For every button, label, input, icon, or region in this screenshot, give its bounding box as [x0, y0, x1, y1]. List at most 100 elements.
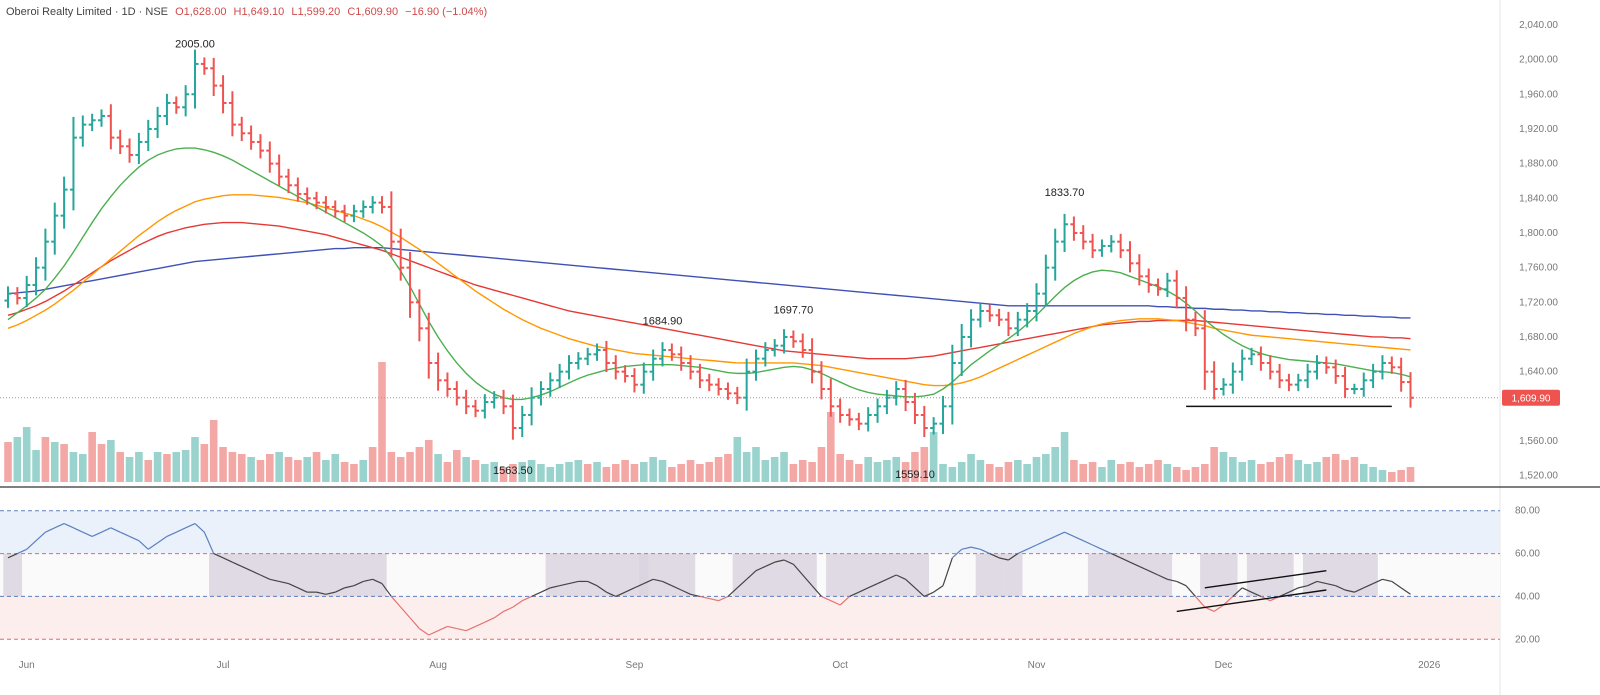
volume-bar	[181, 450, 190, 482]
price-bar	[79, 115, 87, 147]
volume-bar	[770, 457, 779, 482]
rsi-segment	[353, 580, 364, 587]
price-bar	[238, 116, 246, 142]
price-bar	[1397, 357, 1405, 392]
rsi-segment	[774, 559, 785, 563]
rsi-segment	[390, 596, 402, 608]
time-axis-label: Nov	[1028, 660, 1046, 671]
volume-bar	[985, 464, 994, 482]
price-bar	[1070, 216, 1078, 241]
rsi-segment	[746, 570, 757, 580]
rsi-segment	[624, 587, 635, 593]
time-axis-label: Jun	[19, 660, 35, 671]
volume-bar	[1079, 464, 1088, 482]
time-axis-label: Dec	[1215, 660, 1233, 671]
volume-bar	[97, 444, 106, 482]
volume-bar	[1088, 462, 1097, 482]
volume-bar	[855, 464, 863, 482]
rsi-segment	[203, 531, 215, 554]
volume-bar	[331, 454, 340, 482]
ohlc-change: −16.90 (−1.04%)	[405, 6, 488, 18]
rsi-segment	[1372, 578, 1383, 585]
volume-bar	[1070, 460, 1078, 482]
rsi-segment	[924, 591, 934, 597]
rsi-segment	[680, 589, 691, 595]
price-bar	[51, 202, 59, 255]
volume-bar	[41, 437, 50, 482]
price-bar	[883, 389, 891, 415]
rsi-segment	[858, 587, 869, 593]
rsi-segment	[316, 591, 327, 595]
price-bar	[1042, 254, 1050, 307]
price-bar	[350, 204, 358, 223]
volume-bar	[294, 460, 302, 482]
volume-bar	[527, 460, 536, 482]
rsi-segment	[1157, 574, 1168, 580]
price-bar	[1248, 347, 1256, 366]
volume-bar	[686, 460, 695, 482]
rsi-segment	[521, 595, 532, 602]
rsi-segment	[1111, 553, 1121, 559]
price-bar	[1154, 278, 1162, 296]
rsi-segment	[951, 548, 963, 559]
volume-bar	[163, 454, 171, 482]
price-bar	[228, 91, 236, 137]
rsi-segment	[606, 591, 617, 597]
volume-bar	[1350, 457, 1359, 482]
rsi-segment	[727, 587, 738, 597]
price-bar	[537, 381, 545, 406]
volume-bar	[789, 464, 798, 482]
price-bar	[1014, 311, 1022, 337]
rsi-segment	[839, 595, 850, 606]
price-bar	[116, 129, 124, 155]
price-bar	[649, 349, 657, 381]
price-bar	[827, 378, 835, 417]
price-bar	[846, 408, 853, 426]
volume-bar	[237, 454, 246, 482]
rsi-segment	[147, 542, 158, 550]
volume-bar	[724, 454, 732, 482]
price-bar	[1285, 373, 1293, 392]
rsi-segment	[970, 546, 981, 550]
price-bar	[472, 399, 479, 418]
rsi-segment	[1036, 540, 1047, 546]
price-bar	[789, 330, 797, 348]
volume-bar	[340, 462, 349, 482]
rsi-segment	[1054, 531, 1065, 537]
price-bar	[387, 191, 395, 258]
volume-bar	[920, 447, 929, 482]
volume-bar	[1201, 464, 1209, 482]
price-tick-label: 1,920.00	[1519, 124, 1558, 135]
volume-bar	[1378, 470, 1387, 482]
price-bar	[1182, 286, 1190, 332]
rsi-segment	[185, 523, 196, 529]
rsi-segment	[344, 585, 355, 589]
rsi-segment	[765, 561, 775, 567]
rsi-segment	[699, 595, 710, 600]
volume-bar	[583, 464, 592, 482]
price-annotation: 2005.00	[175, 38, 215, 50]
volume-bar	[742, 452, 751, 482]
volume-bar	[537, 464, 545, 482]
price-bar	[1163, 272, 1171, 298]
price-bar	[696, 363, 704, 389]
volume-bar	[256, 460, 265, 482]
rsi-segment	[849, 591, 860, 597]
price-bar	[902, 379, 910, 412]
price-bar	[920, 405, 928, 438]
volume-bar	[1397, 470, 1405, 482]
volume-bar	[1042, 454, 1050, 482]
price-tick-label: 1,760.00	[1519, 263, 1558, 274]
price-annotation: 1697.70	[774, 305, 814, 317]
price-bar	[266, 141, 274, 173]
symbol-title[interactable]: Oberoi Realty Limited · 1D · NSE	[6, 6, 168, 18]
price-bar	[986, 304, 994, 322]
price-bar	[144, 119, 152, 152]
volume-bar	[144, 460, 153, 482]
price-bar	[836, 398, 844, 423]
rsi-segment	[110, 527, 121, 533]
price-bar	[1304, 363, 1312, 389]
rsi-segment	[755, 565, 766, 572]
